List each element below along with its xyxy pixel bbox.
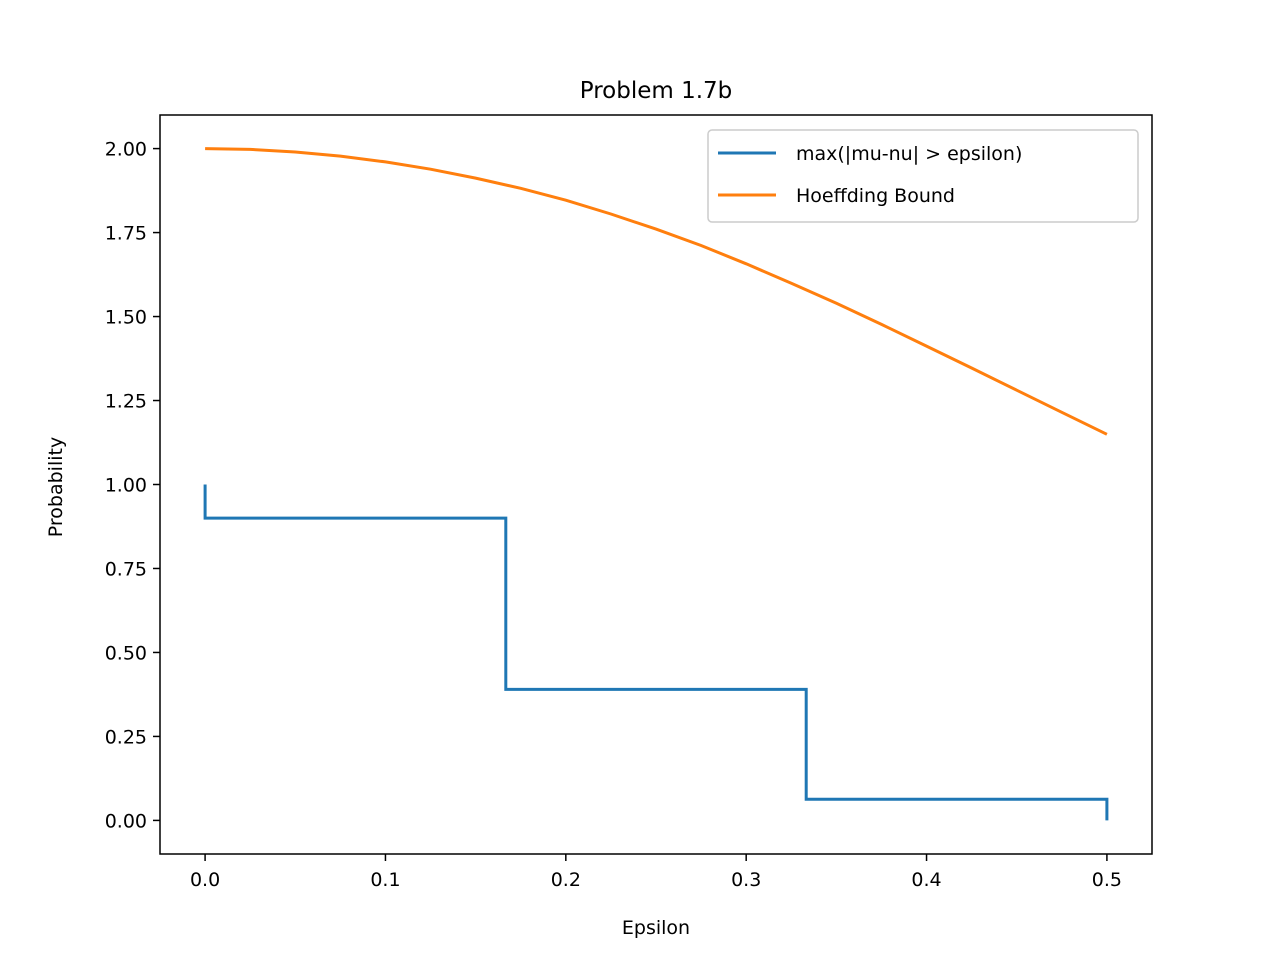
x-axis: 0.0 0.1 0.2 0.3 0.4 0.5	[190, 854, 1122, 891]
plot-area	[203, 147, 1109, 821]
series-line-1	[203, 484, 1109, 821]
legend-box	[707, 129, 1139, 223]
x-tick-label: 0.1	[370, 869, 400, 891]
y-tick-label: 0.00	[105, 810, 147, 832]
y-tick-label: 1.00	[105, 475, 147, 497]
legend-label-2: Hoeffding Bound	[796, 185, 955, 207]
y-tick-label: 1.75	[105, 223, 147, 245]
series-line-2	[205, 147, 1108, 436]
x-tick-label: 0.4	[911, 869, 941, 891]
y-axis-label: Probability	[45, 437, 67, 537]
x-tick-label: 0.2	[551, 869, 581, 891]
x-tick-label: 0.3	[731, 869, 761, 891]
y-axis: 0.00 0.25 0.50 0.75 1.00 1.25 1.50 1.75 2.00	[105, 139, 160, 832]
x-tick-label: 0.5	[1092, 869, 1122, 891]
y-tick-label: 0.75	[105, 558, 147, 580]
y-tick-label: 1.50	[105, 307, 147, 329]
y-tick-label: 2.00	[105, 139, 147, 161]
x-axis-label: Epsilon	[622, 917, 690, 939]
chart-title: Problem 1.7b	[580, 78, 733, 104]
x-tick-label: 0.0	[190, 869, 220, 891]
legend-label-1: max(|mu-nu| > epsilon)	[796, 143, 1022, 165]
y-tick-label: 1.25	[105, 391, 147, 413]
legend: max(|mu-nu| > epsilon) Hoeffding Bound	[707, 129, 1139, 223]
y-tick-label: 0.50	[105, 642, 147, 664]
y-tick-label: 0.25	[105, 726, 147, 748]
